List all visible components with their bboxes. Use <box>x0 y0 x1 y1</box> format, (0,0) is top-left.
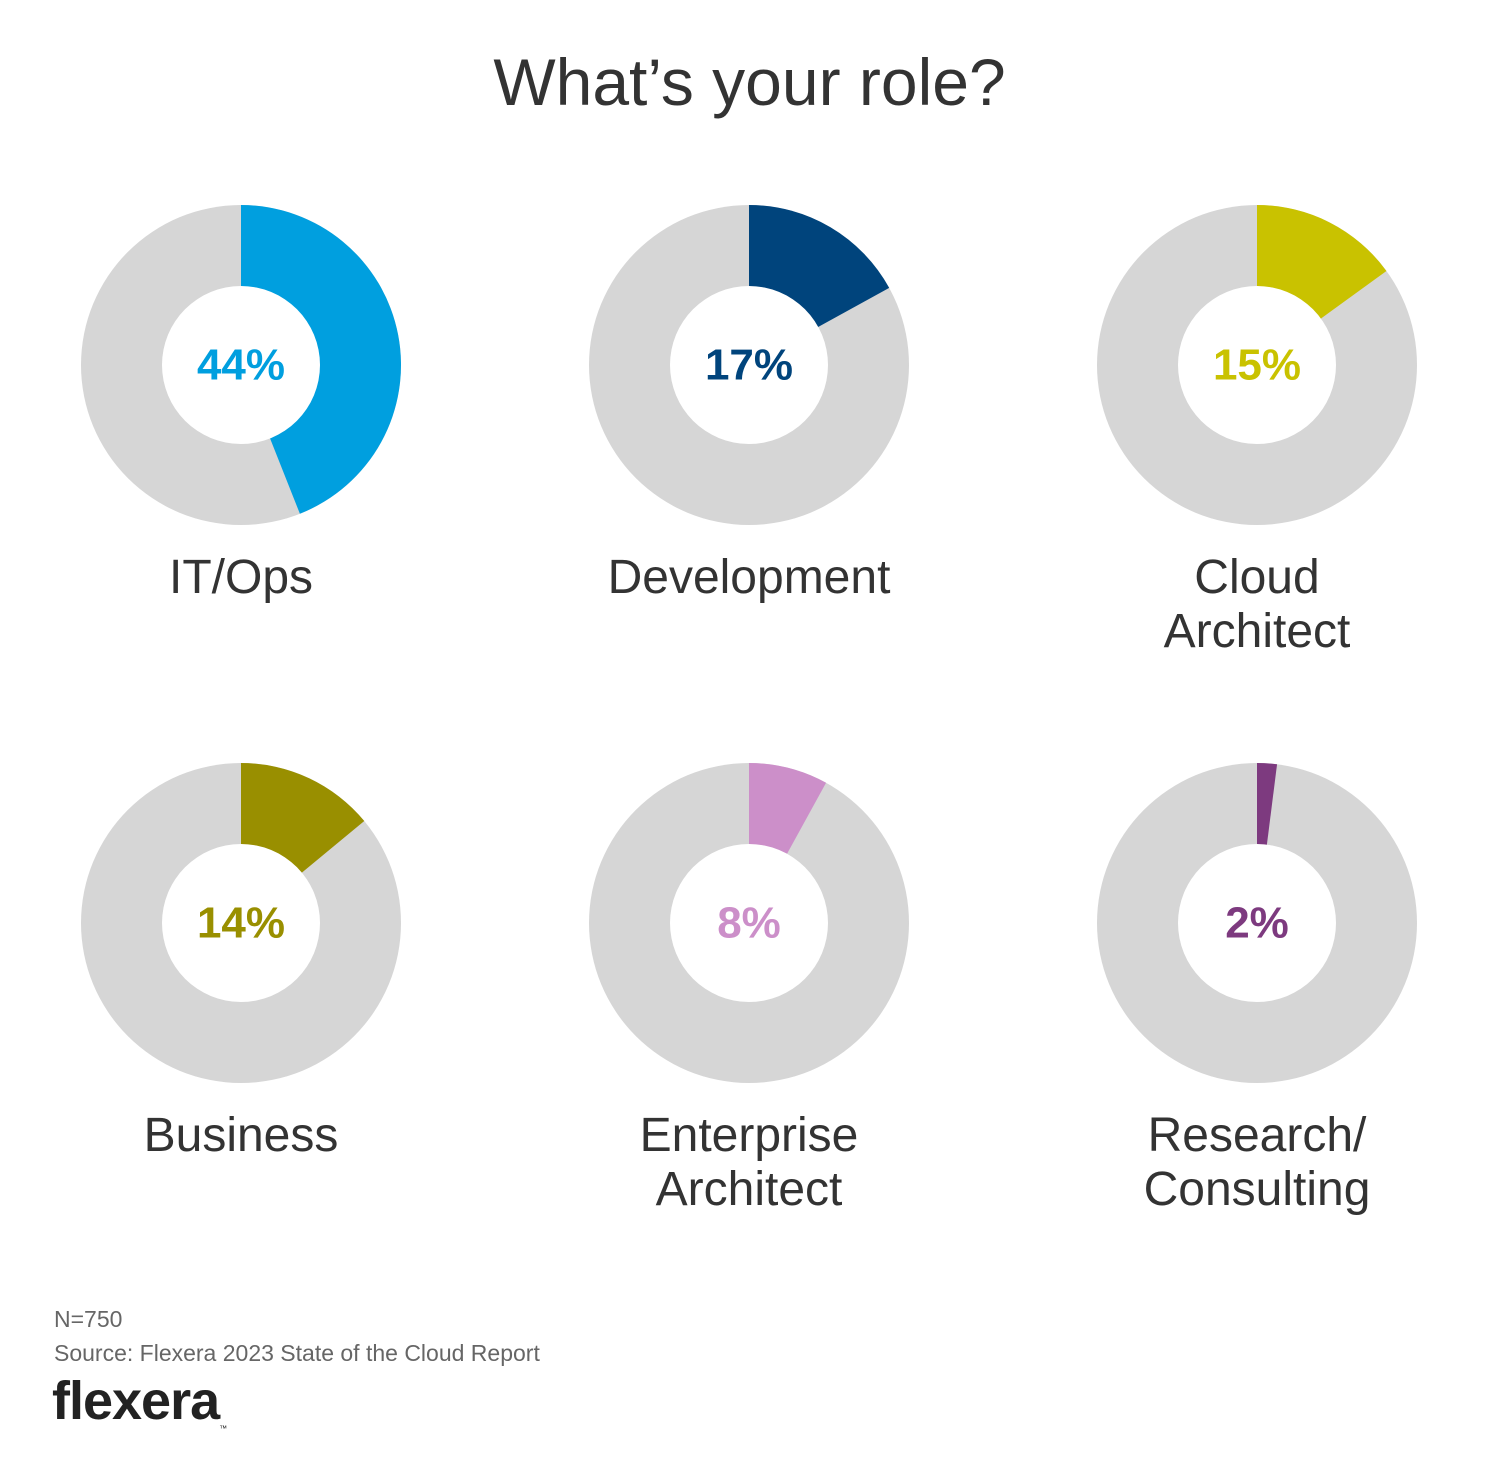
percent-label: 8% <box>717 899 781 948</box>
category-label: Enterprise Architect <box>539 1109 959 1217</box>
donut-chart: 14% Business <box>31 763 451 1163</box>
percent-label: 2% <box>1225 899 1289 948</box>
category-label: Development <box>539 551 959 605</box>
sample-size: N=750 <box>54 1306 123 1332</box>
donut-svg: 8% <box>589 763 909 1083</box>
category-label-line: Business <box>143 1109 339 1162</box>
percent-label: 14% <box>197 899 285 948</box>
category-label-line: Research/ <box>1147 1109 1367 1162</box>
donut-svg: 17% <box>589 205 909 525</box>
donut-svg: 15% <box>1097 205 1417 525</box>
donut-hole <box>162 286 320 444</box>
donut-chart: 44% IT/Ops <box>31 205 451 605</box>
donut-hole <box>670 844 828 1002</box>
donut-svg: 44% <box>81 205 401 525</box>
category-label-line: Enterprise <box>639 1109 859 1162</box>
category-label-line: Development <box>607 551 891 604</box>
donut-chart: 8% Enterprise Architect <box>539 763 959 1217</box>
category-label-line: Architect <box>1163 605 1351 658</box>
category-label: IT/Ops <box>31 551 451 605</box>
donut-hole <box>1178 844 1336 1002</box>
chart-title: What’s your role? <box>493 45 1006 119</box>
percent-label: 44% <box>197 341 285 390</box>
percent-label: 15% <box>1213 341 1301 390</box>
category-label-line: Consulting <box>1143 1163 1371 1216</box>
category-label: Business <box>31 1109 451 1163</box>
category-label-line: IT/Ops <box>168 551 314 604</box>
donut-slice <box>241 205 401 514</box>
category-label-line: Architect <box>655 1163 843 1216</box>
flexera-logo: flexera™ <box>52 1371 228 1433</box>
category-label: Cloud Architect <box>1047 551 1467 659</box>
category-label: Research/Consulting <box>1047 1109 1467 1217</box>
source-note: Source: Flexera 2023 State of the Cloud … <box>54 1340 540 1366</box>
donut-svg: 2% <box>1097 763 1417 1083</box>
donut-hole <box>670 286 828 444</box>
donut-chart: 15% Cloud Architect <box>1047 205 1467 659</box>
donut-svg: 14% <box>81 763 401 1083</box>
category-label-line: Cloud <box>1194 551 1320 604</box>
donut-chart: 2% Research/Consulting <box>1047 763 1467 1217</box>
donut-hole <box>162 844 320 1002</box>
donut-hole <box>1178 286 1336 444</box>
percent-label: 17% <box>705 341 793 390</box>
donut-chart: 17% Development <box>539 205 959 605</box>
